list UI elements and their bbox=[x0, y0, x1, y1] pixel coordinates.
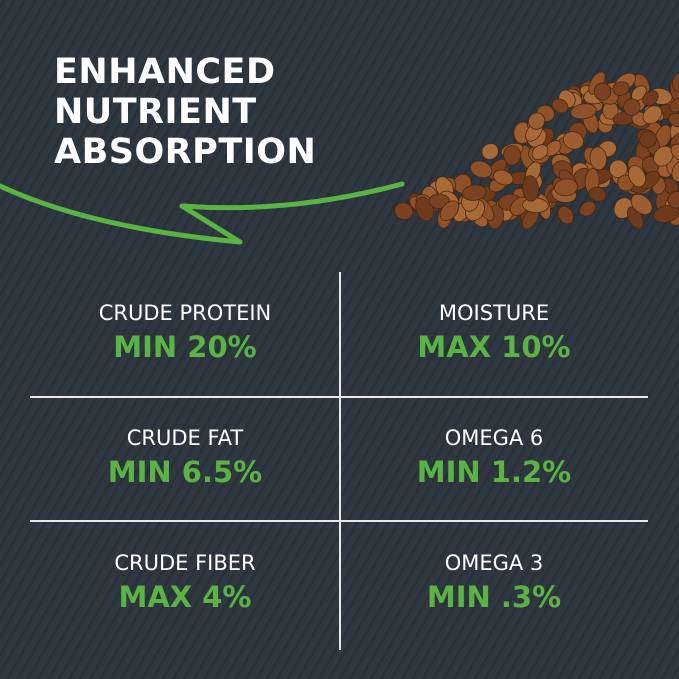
kibble-piece bbox=[669, 97, 679, 113]
nutrient-cell-crude-protein: CRUDE PROTEIN MIN 20% bbox=[35, 300, 335, 364]
nutrient-cell-moisture: MOISTURE MAX 10% bbox=[344, 300, 644, 364]
kibble-piece bbox=[667, 190, 679, 209]
kibble-piece bbox=[470, 160, 493, 179]
curved-arrow-icon bbox=[0, 181, 405, 245]
headline-line: ABSORPTION bbox=[54, 132, 317, 172]
kibble-piece bbox=[522, 175, 539, 202]
kibble-piece bbox=[627, 165, 647, 188]
kibble-piece bbox=[593, 82, 612, 101]
kibble-piece bbox=[588, 186, 607, 202]
nutrient-label: OMEGA 3 bbox=[444, 551, 544, 575]
kibble-piece bbox=[528, 112, 546, 130]
headline: ENHANCED NUTRIENT ABSORPTION bbox=[54, 52, 316, 172]
kibble-piece bbox=[579, 200, 596, 217]
headline-line: ENHANCED bbox=[54, 52, 276, 92]
grid-divider-horizontal bbox=[30, 520, 648, 522]
nutrient-cell-crude-fiber: CRUDE FIBER MAX 4% bbox=[35, 550, 335, 614]
kibble-piece bbox=[551, 98, 569, 114]
kibble-pile-image bbox=[394, 71, 679, 230]
kibble-piece bbox=[671, 71, 679, 93]
kibble-piece bbox=[630, 193, 653, 215]
kibble-piece bbox=[642, 90, 659, 107]
nutrient-cell-omega-6: OMEGA 6 MIN 1.2% bbox=[344, 425, 644, 489]
nutrient-label: CRUDE PROTEIN bbox=[98, 301, 272, 325]
headline-line: NUTRIENT bbox=[54, 92, 257, 132]
nutrient-cell-omega-3: OMEGA 3 MIN .3% bbox=[344, 550, 644, 614]
kibble-piece bbox=[671, 160, 679, 183]
nutrient-label: OMEGA 6 bbox=[444, 426, 544, 450]
kibble-piece bbox=[562, 131, 584, 150]
kibble-piece bbox=[557, 205, 574, 225]
kibble-piece bbox=[461, 184, 487, 201]
kibble-piece bbox=[531, 144, 549, 160]
kibble-piece bbox=[481, 143, 499, 160]
nutrient-label: CRUDE FIBER bbox=[114, 551, 256, 575]
nutrient-label: MOISTURE bbox=[438, 301, 550, 325]
nutrient-label: CRUDE FAT bbox=[126, 426, 244, 450]
grid-divider-horizontal bbox=[30, 396, 648, 398]
nutrient-value: MAX 10% bbox=[417, 330, 571, 364]
nutrient-value: MIN 1.2% bbox=[416, 455, 572, 489]
kibble-piece bbox=[570, 103, 597, 120]
kibble-piece bbox=[589, 146, 608, 171]
nutrient-value: MIN 20% bbox=[113, 330, 257, 364]
kibble-piece bbox=[642, 105, 663, 125]
grid-divider-vertical bbox=[339, 272, 341, 650]
nutrient-value: MIN 6.5% bbox=[107, 455, 263, 489]
kibble-piece bbox=[503, 145, 521, 166]
kibble-piece bbox=[639, 130, 657, 149]
kibble-piece bbox=[439, 200, 460, 222]
kibble-piece bbox=[670, 143, 679, 162]
kibble-piece bbox=[394, 202, 414, 220]
nutrient-value: MAX 4% bbox=[118, 580, 252, 614]
kibble-piece bbox=[493, 169, 514, 186]
kibble-piece bbox=[612, 81, 630, 96]
kibble-piece bbox=[668, 112, 679, 128]
kibble-piece bbox=[554, 178, 578, 197]
nutrient-cell-crude-fat: CRUDE FAT MIN 6.5% bbox=[35, 425, 335, 489]
kibble-piece bbox=[623, 98, 641, 116]
nutrient-value: MIN .3% bbox=[426, 580, 562, 614]
